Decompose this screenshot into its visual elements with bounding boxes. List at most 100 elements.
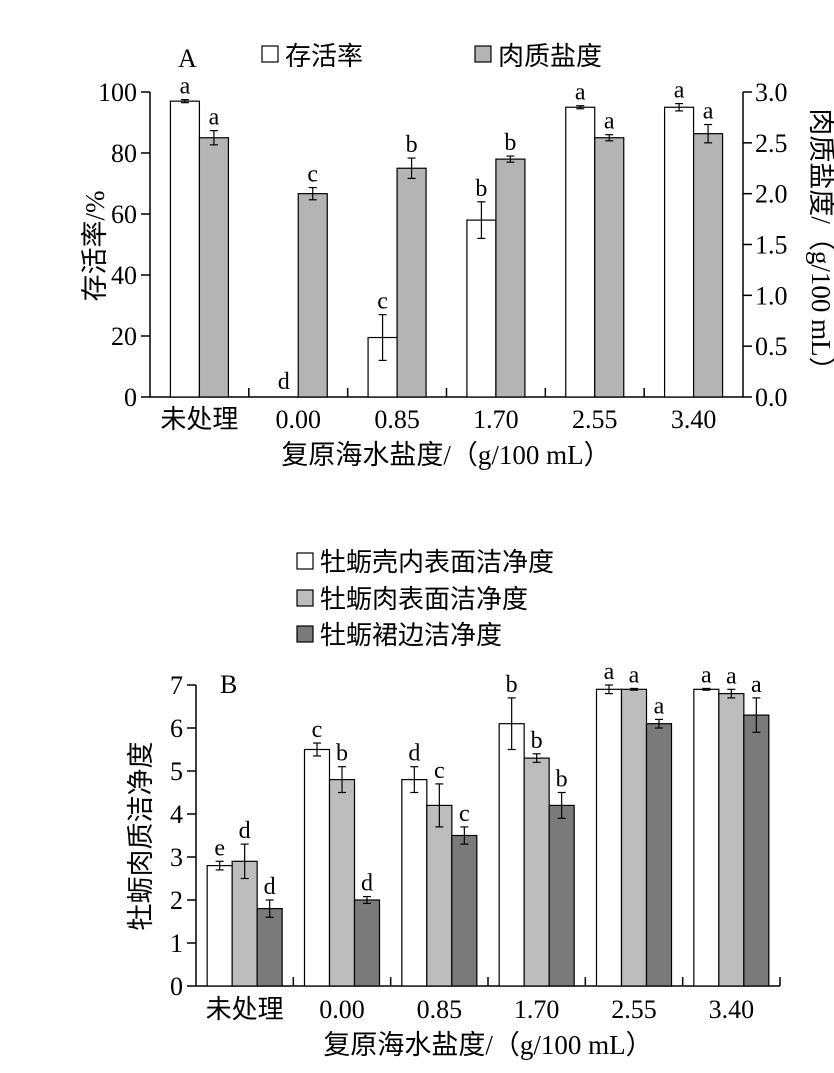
bar-series-2	[297, 193, 328, 398]
y2-tick-label: 2.0	[755, 180, 788, 209]
bar-series-2	[692, 133, 724, 398]
significance-letter: b	[504, 130, 516, 156]
y2-tick-label: 0.5	[755, 332, 788, 361]
legend-swatch	[261, 45, 279, 63]
y-tick-label: 4	[170, 800, 183, 829]
bar-series-1	[498, 723, 525, 987]
significance-letter: a	[674, 78, 685, 104]
y-tick-label: 5	[170, 757, 183, 786]
bar-series-2	[495, 158, 526, 398]
bar-series-2	[328, 778, 356, 987]
bar-series-3	[645, 723, 673, 987]
bar-series-2	[594, 137, 625, 398]
significance-letter: c	[459, 801, 470, 827]
y-tick-label: 0	[170, 972, 183, 1001]
bar-series-3	[256, 907, 283, 987]
y2-tick-label: 1.0	[755, 281, 788, 310]
significance-letter: c	[377, 289, 388, 315]
significance-letter: d	[361, 871, 373, 897]
significance-letter: c	[307, 162, 318, 188]
significance-letter: d	[264, 874, 276, 900]
x-tick-label: 0.00	[276, 405, 322, 434]
significance-letter: a	[575, 80, 586, 106]
legend-swatch	[296, 589, 314, 607]
bar-series-1	[466, 219, 497, 398]
legend-swatch	[296, 552, 314, 570]
x-tick-label: 未处理	[206, 995, 284, 1024]
bar-series-3	[353, 899, 381, 987]
y-tick-label: 40	[111, 261, 137, 290]
significance-letter: d	[408, 741, 420, 767]
x-tick-label: 未处理	[160, 405, 238, 434]
y2-tick-label: 2.5	[755, 129, 788, 158]
bar-series-2	[231, 860, 258, 987]
x-axis-label: 复原海水盐度/（g/100 mL）	[323, 1030, 652, 1060]
significance-letter: a	[629, 662, 640, 688]
significance-letter: b	[336, 741, 348, 767]
significance-letter: c	[434, 758, 445, 784]
panel-label: A	[178, 44, 197, 73]
legend-entry: 肉质盐度	[498, 42, 602, 71]
x-tick-label: 0.85	[417, 995, 463, 1024]
bar-series-2	[718, 692, 745, 987]
x-tick-label: 3.40	[709, 995, 755, 1024]
y2-tick-label: 3.0	[755, 78, 788, 107]
y-tick-label: 60	[111, 200, 137, 229]
bar-series-3	[548, 804, 575, 987]
bar-series-1	[595, 688, 623, 987]
chart-a: 0 20 40 60 80 100 0.0 0.5 1.0 1.5 2.0 2.5 3.0 未处理 0.00…	[80, 42, 834, 470]
legend-entry: 存活率	[285, 42, 363, 71]
significance-letter: a	[604, 659, 615, 685]
significance-letter: b	[406, 132, 418, 158]
y-tick-label: 2	[170, 886, 183, 915]
significance-letter: a	[703, 99, 714, 125]
x-tick-label: 2.55	[611, 995, 657, 1024]
bar-series-2	[396, 167, 427, 398]
y-tick-label: 3	[170, 843, 183, 872]
bar-series-1	[169, 100, 201, 398]
y-tick-label: 100	[98, 78, 137, 107]
bar-series-1	[303, 748, 331, 987]
x-tick-label: 0.00	[319, 995, 365, 1024]
significance-letter: a	[654, 693, 665, 719]
y-tick-label: 6	[170, 714, 183, 743]
significance-letter: b	[531, 728, 543, 754]
significance-letter: b	[556, 767, 568, 793]
bar-series-1	[693, 688, 720, 987]
y-tick-label: 0	[124, 383, 137, 412]
legend-swatch	[474, 45, 492, 63]
bar-series-2	[523, 757, 550, 987]
x-axis-label: 复原海水盐度/（g/100 mL）	[281, 440, 610, 470]
bar-series-1	[206, 864, 233, 987]
x-tick-label: 2.55	[572, 405, 618, 434]
y-axis-label: 存活率/%	[80, 191, 110, 302]
y-tick-label: 20	[111, 322, 137, 351]
y-tick-label: 1	[170, 929, 183, 958]
x-tick-label: 1.70	[514, 995, 560, 1024]
y2-axis-label: 肉质盐度/（g/100 mL）	[806, 108, 834, 383]
bar-series-2	[620, 688, 648, 987]
y2-tick-label: 0.0	[755, 383, 788, 412]
panel-label: B	[220, 670, 237, 699]
bar-series-3	[451, 834, 478, 987]
bar-series-1	[401, 778, 428, 987]
y2-tick-label: 1.5	[755, 231, 788, 260]
significance-letter: b	[475, 176, 487, 202]
bar-series-1	[663, 106, 695, 398]
y-axis-label: 牡蛎肉质洁净度	[126, 742, 156, 931]
bar-series-2	[198, 137, 230, 398]
significance-letter: d	[239, 818, 251, 844]
significance-letter: a	[701, 662, 712, 688]
legend-swatch	[296, 625, 314, 643]
significance-letter: a	[751, 672, 762, 698]
significance-letter: a	[209, 105, 220, 131]
legend-entry: 牡蛎肉表面洁净度	[320, 585, 528, 614]
significance-letter: a	[604, 109, 615, 135]
significance-letter: e	[214, 835, 225, 861]
bar-series-2	[426, 804, 453, 987]
y-tick-label: 7	[170, 671, 183, 700]
significance-letter: c	[312, 717, 323, 743]
legend-entry: 牡蛎壳内表面洁净度	[320, 548, 554, 577]
